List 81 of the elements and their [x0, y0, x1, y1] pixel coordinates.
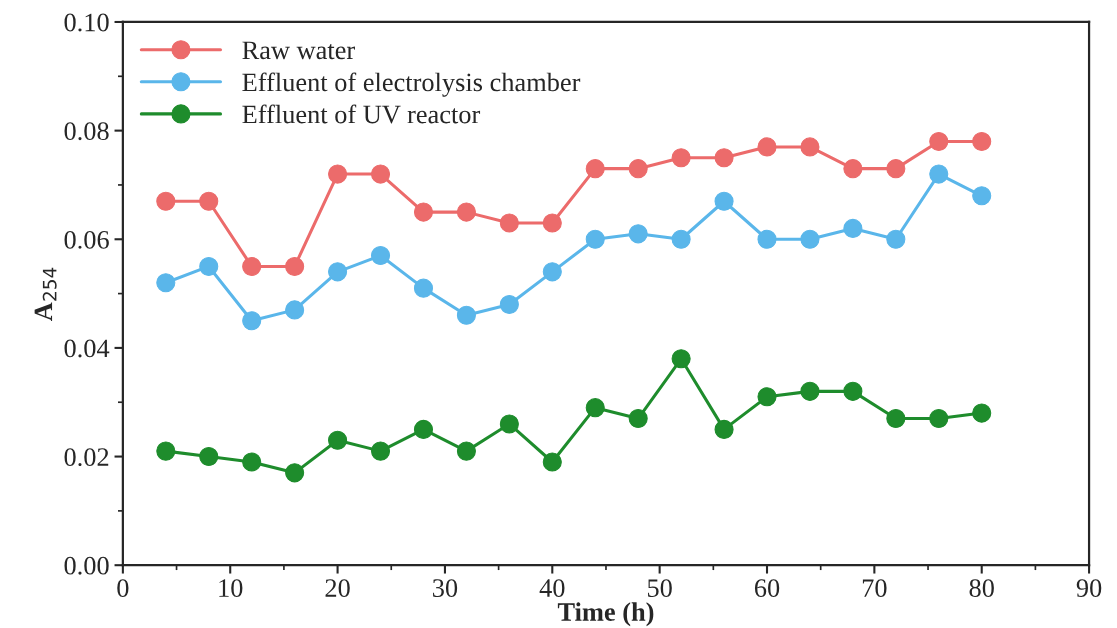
- point: [671, 148, 691, 168]
- point: [456, 441, 476, 461]
- point: [843, 218, 863, 238]
- point: [800, 137, 820, 157]
- point: [800, 229, 820, 249]
- point: [370, 441, 391, 461]
- point: [328, 164, 348, 184]
- point: [413, 419, 434, 439]
- point: [542, 452, 562, 472]
- point: [156, 441, 176, 461]
- y-axis-title: A$_{254}$: [34, 267, 57, 322]
- point: [972, 131, 992, 152]
- point: [542, 262, 562, 282]
- point: [757, 387, 777, 407]
- point: [242, 452, 262, 472]
- point: [628, 224, 648, 244]
- point: [456, 305, 476, 325]
- x-tick-label: 10: [219, 579, 243, 597]
- point: [929, 131, 949, 152]
- point: [199, 256, 219, 276]
- point: [285, 463, 305, 483]
- point: [285, 256, 305, 276]
- point: [456, 202, 476, 222]
- point: [499, 213, 519, 233]
- point: [757, 137, 777, 157]
- legend-label: Effluent of electrolysis chamber: [242, 72, 581, 97]
- y-tick-label: 0.08: [64, 122, 109, 141]
- point: [413, 278, 434, 298]
- legend-label: Raw water: [242, 41, 355, 60]
- x-tick-label: 90: [1076, 579, 1102, 597]
- point: [628, 159, 648, 179]
- point: [242, 256, 262, 276]
- point: [929, 164, 949, 184]
- x-tick-label: 50: [647, 579, 672, 597]
- point: [499, 414, 519, 434]
- legend-label: Effluent of UV reactor: [242, 104, 481, 124]
- point: [413, 202, 434, 222]
- point: [585, 159, 605, 179]
- point: [714, 191, 734, 211]
- point: [757, 229, 777, 249]
- point: [285, 300, 305, 320]
- point: [156, 191, 176, 211]
- point: [370, 164, 391, 184]
- point: [585, 229, 605, 249]
- point: [199, 191, 219, 211]
- point: [585, 398, 605, 418]
- point: [886, 159, 906, 179]
- point: [800, 381, 820, 401]
- point: [714, 419, 734, 439]
- x-axis-title: Time (h): [557, 602, 654, 627]
- y-tick-label: 0.02: [64, 448, 109, 467]
- point: [542, 213, 562, 233]
- point: [972, 186, 992, 206]
- x-tick-label: 40: [539, 579, 565, 597]
- point: [370, 246, 391, 266]
- point: [671, 229, 691, 249]
- x-tick-label: 80: [969, 579, 994, 597]
- x-tick-label: 70: [862, 579, 887, 597]
- point: [156, 273, 176, 293]
- point: [886, 408, 906, 429]
- point: [843, 381, 863, 401]
- point: [929, 408, 949, 429]
- point: [499, 294, 519, 314]
- y-tick-label: 0.06: [64, 230, 109, 249]
- x-tick-label: 20: [325, 579, 350, 597]
- point: [328, 262, 348, 282]
- y-tick-label: 0.04: [64, 339, 110, 358]
- point: [714, 148, 734, 168]
- point: [843, 159, 863, 179]
- y-tick-label: 0.10: [64, 13, 109, 32]
- point: [671, 349, 691, 369]
- point: [242, 311, 262, 331]
- point: [972, 403, 992, 423]
- y-tick-label: 0.00: [64, 556, 109, 575]
- point: [328, 430, 348, 450]
- x-tick-label: 60: [754, 579, 780, 597]
- point: [886, 229, 906, 249]
- x-tick-label: 30: [433, 579, 458, 597]
- point: [628, 408, 648, 429]
- point: [199, 447, 219, 467]
- x-tick-label: 0: [117, 579, 129, 597]
